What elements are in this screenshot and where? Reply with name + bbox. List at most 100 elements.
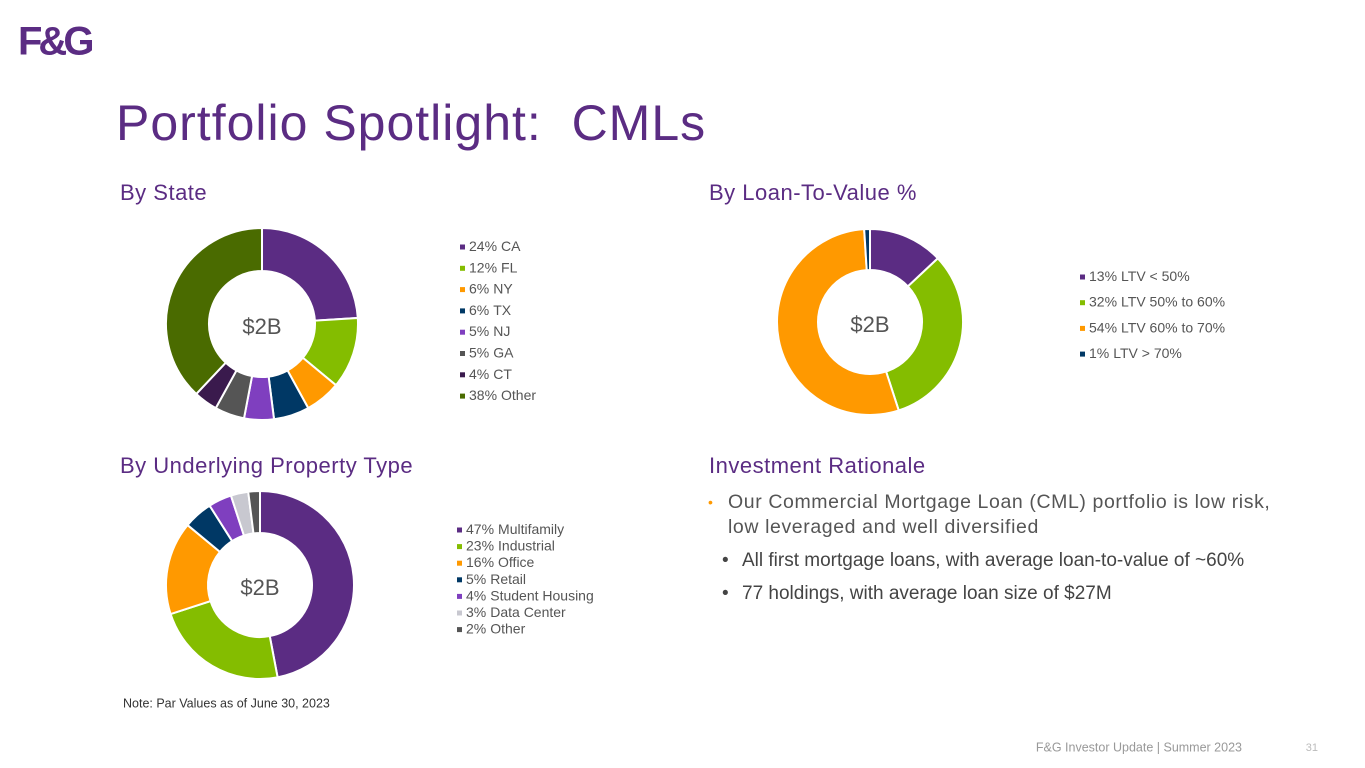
legend-entry: 5% GA bbox=[469, 344, 514, 360]
donut-slice bbox=[165, 226, 263, 396]
legend-value: 47% bbox=[466, 521, 494, 537]
legend-category: FL bbox=[501, 259, 518, 275]
chart-title: By Underlying Property Type bbox=[120, 453, 413, 478]
legend-entry: 24% CA bbox=[469, 238, 521, 254]
legend-category: Other bbox=[490, 620, 525, 636]
legend-swatch bbox=[1080, 300, 1085, 306]
legend-swatch bbox=[460, 308, 465, 314]
legend-swatch bbox=[457, 610, 462, 616]
legend-value: 4% bbox=[466, 587, 486, 603]
donut-slice bbox=[169, 599, 279, 680]
legend-category: CT bbox=[493, 366, 512, 382]
legend-value: 13% bbox=[1089, 268, 1117, 284]
legend-swatch bbox=[457, 627, 462, 633]
legend-entry: 3% Data Center bbox=[466, 604, 566, 620]
legend-category: Office bbox=[498, 554, 535, 570]
bullet: Our Commercial Mortgage Loan (CML) portf… bbox=[706, 490, 1286, 540]
legend-swatch bbox=[457, 577, 462, 583]
legend-swatch bbox=[457, 527, 462, 533]
logo-box bbox=[20, 18, 88, 66]
legend-entry: 4% CT bbox=[469, 366, 512, 382]
legend-value: 4% bbox=[469, 366, 489, 382]
legend-category: LTV > 70% bbox=[1113, 345, 1182, 361]
legend-category: Other bbox=[501, 387, 536, 403]
chart-title: By Loan-To-Value % bbox=[709, 180, 917, 205]
legend-swatch bbox=[460, 372, 465, 378]
donut-slice bbox=[863, 227, 871, 272]
chart-title: By State bbox=[120, 180, 207, 205]
legend-category: Student Housing bbox=[490, 587, 594, 603]
legend-swatch bbox=[460, 265, 465, 271]
donut-slice bbox=[776, 228, 900, 416]
rationale: Our Commercial Mortgage Loan (CML) portf… bbox=[706, 490, 1286, 614]
legend-value: 5% bbox=[469, 323, 489, 339]
legend-swatch bbox=[460, 244, 465, 250]
legend-value: 38% bbox=[469, 387, 497, 403]
legend-swatch bbox=[457, 593, 462, 599]
legend-entry: 1% LTV > 70% bbox=[1089, 345, 1182, 361]
legend-value: 54% bbox=[1089, 319, 1117, 335]
legend-entry: 4% Student Housing bbox=[466, 587, 594, 603]
legend-category: GA bbox=[493, 344, 514, 360]
donut-slice bbox=[259, 489, 355, 679]
legend-category: LTV 60% to 70% bbox=[1121, 319, 1225, 335]
center-label: $2B bbox=[850, 312, 889, 337]
legend-category: NY bbox=[493, 280, 513, 296]
legend-category: Data Center bbox=[490, 604, 566, 620]
legend-value: 32% bbox=[1089, 293, 1117, 309]
legend-entry: 5% Retail bbox=[466, 571, 526, 587]
legend-category: LTV 50% to 60% bbox=[1121, 293, 1225, 309]
legend-value: 5% bbox=[466, 571, 486, 587]
legend-entry: 47% Multifamily bbox=[466, 521, 564, 537]
center-label: $2B bbox=[242, 314, 281, 339]
legend-entry: 2% Other bbox=[466, 620, 526, 636]
legend-entry: 32% LTV 50% to 60% bbox=[1089, 293, 1225, 309]
legend-swatch bbox=[460, 287, 465, 293]
bullet-list: Our Commercial Mortgage Loan (CML) portf… bbox=[706, 490, 1286, 606]
legend-entry: 13% LTV < 50% bbox=[1089, 268, 1190, 284]
legend-entry: 6% TX bbox=[469, 302, 512, 318]
legend-value: 3% bbox=[466, 604, 486, 620]
legend-swatch bbox=[1080, 325, 1085, 331]
legend-entry: 38% Other bbox=[469, 387, 536, 403]
legend-swatch bbox=[457, 560, 462, 566]
legend-category: Retail bbox=[490, 571, 526, 587]
legend-swatch bbox=[1080, 274, 1085, 280]
center-label: $2B bbox=[240, 575, 279, 600]
legend-swatch bbox=[460, 351, 465, 356]
legend-value: 16% bbox=[466, 554, 494, 570]
legend-category: Multifamily bbox=[498, 521, 564, 537]
legend-value: 6% bbox=[469, 302, 489, 318]
legend-swatch bbox=[1080, 351, 1085, 357]
sub-bullet: 77 holdings, with average loan size of $… bbox=[706, 581, 1286, 606]
legend-entry: 23% Industrial bbox=[466, 537, 555, 553]
section-title: Investment Rationale bbox=[709, 453, 926, 478]
donut-slice bbox=[884, 256, 964, 412]
legend-entry: 16% Office bbox=[466, 554, 535, 570]
legend-value: 23% bbox=[466, 537, 494, 553]
legend-category: CA bbox=[501, 238, 521, 254]
legend-category: Industrial bbox=[498, 537, 555, 553]
sub-bullet: All first mortgage loans, with average l… bbox=[706, 548, 1286, 573]
legend-entry: 6% NY bbox=[469, 280, 513, 296]
donut-slice bbox=[261, 226, 359, 322]
logo: F&G bbox=[18, 20, 92, 64]
legend-swatch bbox=[460, 393, 465, 399]
legend-entry: 54% LTV 60% to 70% bbox=[1089, 319, 1225, 335]
donut-slice bbox=[247, 489, 261, 535]
legend-value: 1% bbox=[1089, 345, 1109, 361]
legend-value: 6% bbox=[469, 280, 489, 296]
footer: F&G Investor Update | Summer 2023 bbox=[1036, 740, 1242, 754]
legend-category: NJ bbox=[493, 323, 510, 339]
page-number: 31 bbox=[1306, 742, 1318, 754]
legend-value: 12% bbox=[469, 259, 497, 275]
legend-value: 5% bbox=[469, 344, 489, 360]
legend-swatch bbox=[460, 329, 465, 335]
legend-category: LTV < 50% bbox=[1121, 268, 1190, 284]
page-title: Portfolio Spotlight: CMLs bbox=[116, 95, 706, 151]
legend-entry: 12% FL bbox=[469, 259, 518, 275]
legend-value: 24% bbox=[469, 238, 497, 254]
legend-category: TX bbox=[493, 302, 512, 318]
